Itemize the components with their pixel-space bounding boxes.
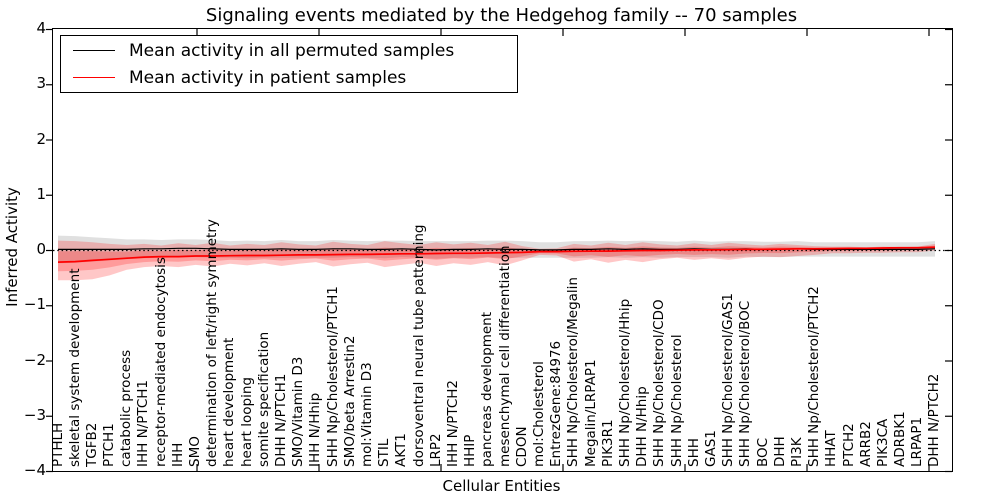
x-tick-label: SMO/beta Arrestin2	[341, 335, 358, 467]
x-tick-label: PTCH1	[101, 423, 118, 467]
x-tick-label: catabolic process	[118, 349, 135, 467]
x-tick-label: LRPAP1	[909, 416, 926, 467]
x-tick-label: HHAT	[823, 430, 840, 467]
x-tick-label: SHH Np/Cholesterol	[668, 334, 685, 467]
x-tick-label: TGFB2	[83, 422, 100, 467]
x-tick-label: BOC	[754, 437, 771, 467]
x-tick-label: AKT1	[393, 433, 410, 467]
x-tick-label: dorsoventral neural tube patterning	[410, 224, 427, 467]
plot-area	[46, 28, 953, 473]
x-tick-label: SHH Np/Cholesterol/CDO	[651, 299, 668, 467]
x-tick-label: PTHLH	[49, 422, 66, 467]
x-tick-label: EntrezGene:84976	[548, 340, 565, 467]
x-tick-label: heart development	[221, 337, 238, 467]
x-tick-label: SHH Np/Cholesterol/GAS1	[720, 293, 737, 467]
x-tick-label: PI3K	[788, 437, 805, 467]
x-tick-label: ADRBK1	[892, 411, 909, 467]
x-tick-label: mol:Vitamin D3	[359, 362, 376, 467]
x-tick-label: skeletal system development	[66, 268, 83, 468]
patient-inner-band	[58, 245, 935, 272]
x-tick-label: DHH N/PTCH1	[273, 373, 290, 467]
x-tick-label: LRP2	[427, 433, 444, 467]
x-tick-label: CDON	[513, 426, 530, 467]
x-tick-label: IHH N/PTCH2	[445, 380, 461, 467]
x-tick-label: DHH	[771, 436, 788, 467]
x-tick-label: mesenchymal cell differentiation	[496, 245, 513, 467]
y-tick-label: −1	[23, 295, 46, 314]
x-tick-label: DHH N/PTCH2	[926, 373, 943, 467]
x-tick-label: IHH N/Hhip	[307, 392, 324, 467]
x-tick-label: somite specification	[255, 331, 272, 467]
x-tick-label: SMO	[187, 436, 204, 467]
x-tick-label: IHH	[169, 442, 186, 467]
x-tick-label: PIK3CA	[874, 418, 891, 467]
x-tick-label: SHH Np/Cholesterol/Megalin	[565, 277, 582, 467]
patient-mean-line	[57, 246, 936, 263]
y-tick-label: 3	[36, 74, 46, 93]
x-tick-label: determination of left/right symmetry	[204, 219, 221, 467]
x-tick-label: PTCH2	[840, 423, 857, 467]
x-tick-label: Megalin/LRPAP1	[582, 359, 599, 467]
x-tick-label: SHH	[685, 438, 702, 467]
chart-canvas	[46, 28, 952, 473]
legend-item-patient: Mean activity in patient samples	[61, 64, 517, 91]
x-tick-label: IHH N/PTCH1	[135, 380, 152, 467]
x-tick-label: SHH Np/Cholesterol/PTCH2	[806, 286, 823, 467]
x-tick-label: ARRB2	[857, 421, 874, 467]
legend: Mean activity in all permuted samples Me…	[60, 35, 518, 93]
x-tick-label: PIK3R1	[599, 419, 616, 467]
y-tick-label: −4	[23, 461, 46, 479]
chart-title: Signaling events mediated by the Hedgeho…	[205, 5, 798, 26]
x-tick-label: SHH Np/Cholesterol/PTCH1	[324, 286, 341, 467]
x-tick-label: pancreas development	[479, 311, 496, 467]
legend-label: Mean activity in all permuted samples	[129, 40, 455, 61]
x-tick-label: STIL	[376, 438, 393, 467]
x-tick-label: SHH Np/Cholesterol/BOC	[737, 300, 754, 467]
x-tick-label: GAS1	[702, 430, 719, 467]
y-tick-label: −2	[23, 350, 46, 369]
x-tick-label: mol:Cholesterol	[530, 361, 547, 467]
x-tick-label: HHIP	[462, 434, 479, 467]
legend-item-permuted: Mean activity in all permuted samples	[61, 37, 517, 64]
legend-label: Mean activity in patient samples	[129, 67, 407, 88]
y-tick-label: 0	[36, 240, 46, 258]
x-tick-label: SHH Np/Cholesterol/Hhip	[616, 298, 633, 467]
x-tick-label: heart looping	[238, 377, 255, 467]
y-tick-label: 2	[36, 129, 46, 148]
y-tick-label: −3	[23, 405, 46, 424]
x-tick-label: SMO/Vitamin D3	[290, 356, 307, 467]
patient-line-swatch-icon	[73, 77, 115, 78]
permuted-line-swatch-icon	[73, 50, 115, 51]
x-axis-label: Cellular Entities	[442, 477, 561, 495]
x-tick-label: DHH N/Hhip	[634, 386, 651, 467]
y-tick-label: 1	[36, 184, 46, 203]
y-tick-label: 4	[36, 19, 46, 37]
x-tick-label: receptor-mediated endocytosis	[152, 257, 169, 467]
